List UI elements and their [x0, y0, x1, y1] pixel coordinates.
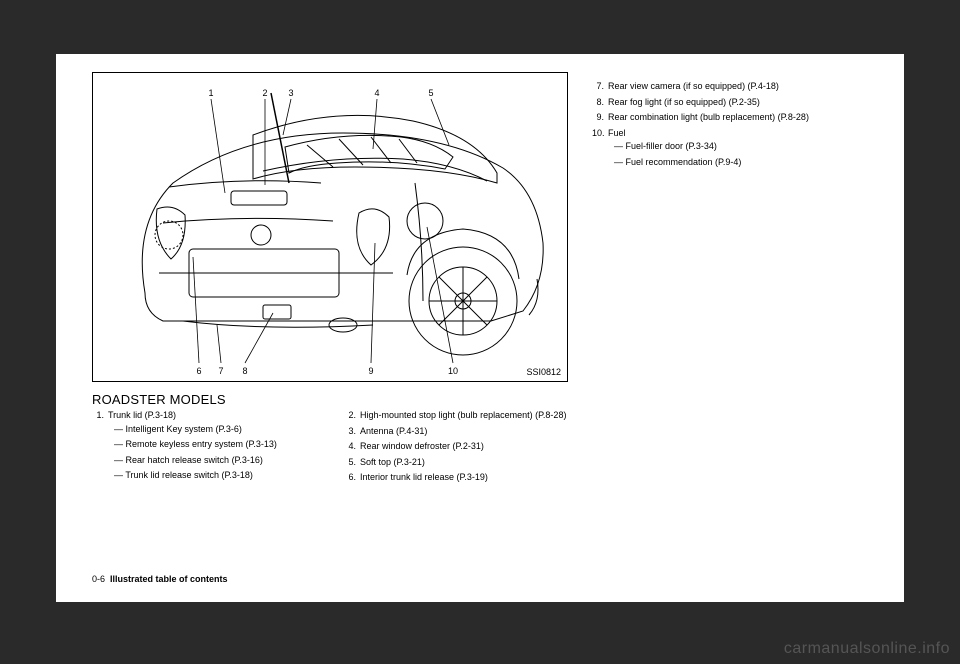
list-item: 6.Interior trunk lid release (P.3-19) [344, 471, 568, 485]
footer-title: Illustrated table of contents [110, 574, 228, 584]
page-footer: 0-6 Illustrated table of contents [92, 574, 228, 584]
sub-item: Fuel recommendation (P.9-4) [614, 156, 868, 170]
list-item: 8.Rear fog light (if so equipped) (P.2-3… [592, 96, 868, 110]
left-column: 1 2 3 4 5 6 7 8 9 10 SSI0812 ROADSTER MO… [92, 72, 568, 487]
callout-list-3: 7.Rear view camera (if so equipped) (P.4… [592, 80, 868, 171]
sub-list: Fuel-filler door (P.3-34) Fuel recommend… [608, 140, 868, 169]
callout-8: 8 [242, 366, 247, 376]
list-col-1: 1. Trunk lid (P.3-18) Intelligent Key sy… [92, 409, 316, 487]
callout-6: 6 [196, 366, 201, 376]
right-column: 7.Rear view camera (if so equipped) (P.4… [592, 72, 868, 487]
section-title: ROADSTER MODELS [92, 392, 568, 407]
callout-9: 9 [368, 366, 373, 376]
list-item: 7.Rear view camera (if so equipped) (P.4… [592, 80, 868, 94]
sub-item: Rear hatch release switch (P.3-16) [114, 454, 316, 468]
item-number: 3. [344, 425, 360, 439]
sub-item: Trunk lid release switch (P.3-18) [114, 469, 316, 483]
car-diagram: 1 2 3 4 5 6 7 8 9 10 SSI0812 [92, 72, 568, 382]
callout-10: 10 [448, 366, 458, 376]
callout-1: 1 [208, 88, 213, 98]
item-text: High-mounted stop light (bulb replacemen… [360, 409, 568, 423]
sub-item: Fuel-filler door (P.3-34) [614, 140, 868, 154]
item-text: Antenna (P.4-31) [360, 425, 568, 439]
list-item: 5.Soft top (P.3-21) [344, 456, 568, 470]
item-text: Interior trunk lid release (P.3-19) [360, 471, 568, 485]
watermark-text: carmanualsonline.info [784, 640, 950, 658]
callout-list-2: 2.High-mounted stop light (bulb replacem… [344, 409, 568, 485]
list-col-2: 2.High-mounted stop light (bulb replacem… [344, 409, 568, 487]
callout-5: 5 [428, 88, 433, 98]
list-item: 10. Fuel Fuel-filler door (P.3-34) Fuel … [592, 127, 868, 172]
content-wrapper: 1 2 3 4 5 6 7 8 9 10 SSI0812 ROADSTER MO… [92, 72, 868, 487]
item-number: 2. [344, 409, 360, 423]
list-item: 4.Rear window defroster (P.2-31) [344, 440, 568, 454]
item-text: Rear view camera (if so equipped) (P.4-1… [608, 80, 868, 94]
item-text: Rear window defroster (P.2-31) [360, 440, 568, 454]
manual-page: 1 2 3 4 5 6 7 8 9 10 SSI0812 ROADSTER MO… [56, 54, 904, 602]
list-item-1: 1. Trunk lid (P.3-18) Intelligent Key sy… [92, 409, 316, 485]
diagram-id-label: SSI0812 [526, 367, 561, 377]
item-number: 7. [592, 80, 608, 94]
item-number: 9. [592, 111, 608, 125]
page-number: 0-6 [92, 574, 105, 584]
list-item: 3.Antenna (P.4-31) [344, 425, 568, 439]
below-columns: 1. Trunk lid (P.3-18) Intelligent Key sy… [92, 409, 568, 487]
item-text: Trunk lid (P.3-18) [108, 410, 176, 420]
item-text: Rear fog light (if so equipped) (P.2-35) [608, 96, 868, 110]
item-text: Rear combination light (bulb replacement… [608, 111, 868, 125]
item-number: 10. [592, 127, 608, 172]
item-text: Soft top (P.3-21) [360, 456, 568, 470]
item-number: 1. [92, 409, 108, 485]
item-number: 6. [344, 471, 360, 485]
callout-7: 7 [218, 366, 223, 376]
item-number: 4. [344, 440, 360, 454]
item-number: 5. [344, 456, 360, 470]
list-item: 2.High-mounted stop light (bulb replacem… [344, 409, 568, 423]
list-item: 9.Rear combination light (bulb replaceme… [592, 111, 868, 125]
sub-item: Remote keyless entry system (P.3-13) [114, 438, 316, 452]
item-number: 8. [592, 96, 608, 110]
callout-4: 4 [374, 88, 379, 98]
callout-list-1: 1. Trunk lid (P.3-18) Intelligent Key sy… [92, 409, 316, 485]
car-svg [93, 73, 569, 383]
sub-list: Intelligent Key system (P.3-6) Remote ke… [108, 423, 316, 483]
item-text: Fuel [608, 128, 626, 138]
sub-item: Intelligent Key system (P.3-6) [114, 423, 316, 437]
callout-2: 2 [262, 88, 267, 98]
callout-3: 3 [288, 88, 293, 98]
